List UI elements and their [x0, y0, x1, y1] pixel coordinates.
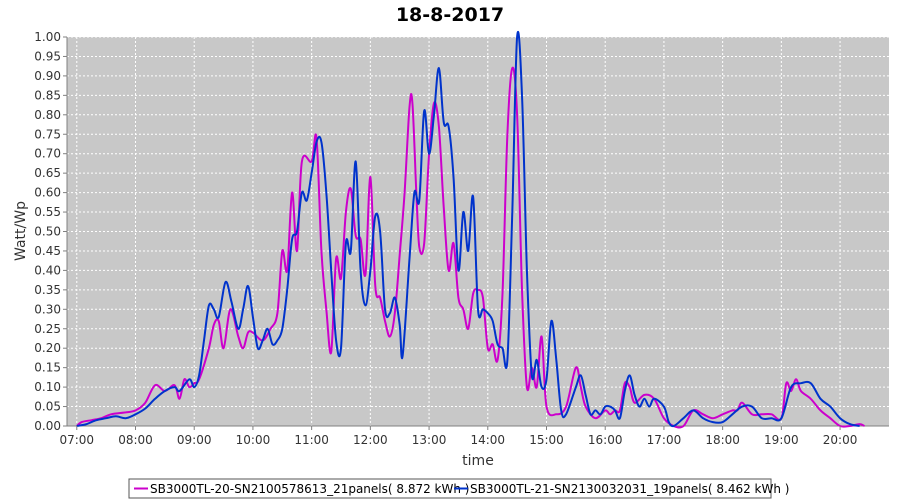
grid-lines — [67, 36, 889, 427]
y-tick-label: 0.05 — [34, 400, 61, 414]
y-tick-label: 0.35 — [34, 283, 61, 297]
series-layer — [76, 30, 865, 429]
y-tick-label: 1.00 — [34, 30, 61, 44]
series-line-1 — [76, 30, 860, 428]
x-tick-label: 16:00 — [588, 433, 623, 447]
y-tick-label: 0.10 — [34, 380, 61, 394]
y-tick-label: 0.90 — [34, 69, 61, 83]
y-tick-label: 0.40 — [34, 263, 61, 277]
x-tick-label: 19:00 — [764, 433, 799, 447]
x-axis-ticks: 07:00 08:00 09:00 10:00 11:00 12:00 13:00 14:00… — [59, 426, 857, 447]
y-tick-label: 0.15 — [34, 361, 61, 375]
x-tick-label: 18:00 — [705, 433, 740, 447]
y-tick-label: 0.80 — [34, 108, 61, 122]
x-tick-label: 14:00 — [470, 433, 505, 447]
legend: SB3000TL-20-SN2100578613_21panels( 8.872… — [128, 478, 789, 499]
x-tick-label: 12:00 — [353, 433, 388, 447]
x-tick-label: 13:00 — [412, 433, 447, 447]
x-tick-label: 07:00 — [59, 433, 94, 447]
x-axis-label: time — [462, 453, 494, 469]
x-tick-label: 15:00 — [529, 433, 564, 447]
x-tick-label: 08:00 — [118, 433, 153, 447]
legend-label-1: SB3000TL-21-SN2130032031_19panels( 8.462… — [470, 482, 789, 496]
legend-label-0: SB3000TL-20-SN2100578613_21panels( 8.872… — [150, 482, 469, 496]
y-tick-label: 0.55 — [34, 205, 61, 219]
y-tick-label: 0.60 — [34, 186, 61, 200]
y-tick-label: 0.20 — [34, 341, 61, 355]
x-tick-label: 11:00 — [294, 433, 329, 447]
y-tick-label: 0.25 — [34, 322, 61, 336]
x-tick-label: 09:00 — [177, 433, 212, 447]
y-tick-label: 0.95 — [34, 49, 61, 63]
legend-box — [128, 478, 772, 499]
y-tick-label: 0.85 — [34, 88, 61, 102]
y-tick-label: 0.30 — [34, 302, 61, 316]
y-tick-label: 0.00 — [34, 419, 61, 433]
y-axis-label: Watt/Wp — [13, 201, 29, 261]
y-tick-label: 0.50 — [34, 225, 61, 239]
x-tick-label: 17:00 — [647, 433, 682, 447]
plot-area — [67, 37, 889, 426]
y-axis-ticks: 0.00 0.05 0.10 0.15 0.20 0.25 0.30 0.35 0.40 0.45… — [34, 30, 67, 433]
chart-title: 18-8-2017 — [396, 4, 504, 26]
y-tick-label: 0.70 — [34, 147, 61, 161]
y-tick-label: 0.65 — [34, 166, 61, 180]
y-tick-label: 0.75 — [34, 127, 61, 141]
x-tick-label: 20:00 — [823, 433, 858, 447]
y-tick-label: 0.45 — [34, 244, 61, 258]
x-tick-label: 10:00 — [236, 433, 271, 447]
